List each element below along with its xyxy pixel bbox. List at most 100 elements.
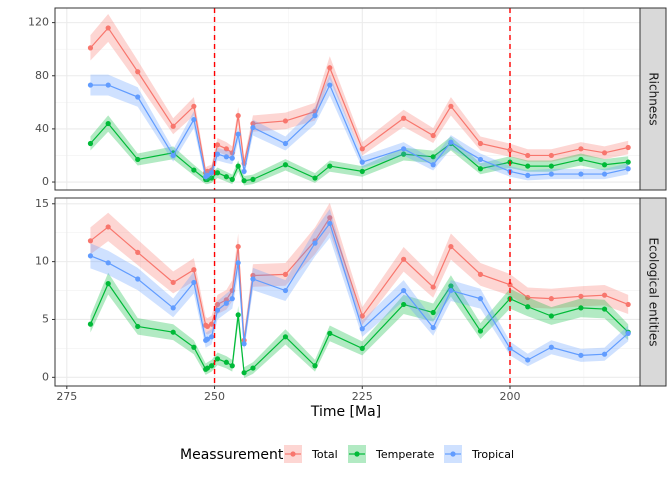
data-point-temperate <box>477 328 484 334</box>
data-point-temperate <box>241 178 247 184</box>
series-total <box>87 14 631 178</box>
data-point-tropical <box>578 171 584 177</box>
data-point-total <box>625 144 631 151</box>
data-point-total <box>135 69 141 75</box>
data-point-temperate <box>430 154 436 160</box>
data-point-tropical <box>601 351 608 357</box>
data-point-temperate <box>401 151 407 157</box>
data-point-temperate <box>223 174 229 180</box>
data-point-tropical <box>208 170 215 176</box>
series-line-temperate <box>89 282 629 374</box>
data-point-tropical <box>401 287 407 294</box>
data-point-total <box>401 115 407 121</box>
data-point-total <box>578 146 584 152</box>
data-point-temperate <box>229 176 235 182</box>
data-point-total <box>235 243 241 250</box>
y-tick-label: 5 <box>42 312 49 325</box>
data-point-total <box>525 152 531 159</box>
data-point-total <box>250 120 256 127</box>
y-tick-label: 0 <box>42 370 49 383</box>
x-tick-label: 275 <box>56 390 77 403</box>
data-point-temperate <box>525 163 531 169</box>
data-point-temperate <box>477 166 484 172</box>
data-point-temperate <box>250 365 256 371</box>
panel-background <box>55 8 640 190</box>
data-point-total <box>214 142 221 148</box>
legend: Meassurement Total Temperate Tropical <box>180 445 514 463</box>
y-tick-label: 40 <box>35 122 49 135</box>
series-line-total <box>90 216 629 341</box>
data-point-total <box>204 323 211 330</box>
data-point-total <box>170 279 176 286</box>
data-point-temperate <box>241 370 247 376</box>
data-point-tropical <box>204 336 211 342</box>
data-point-tropical <box>191 279 197 286</box>
facet-strip-label: Ecological entities <box>647 238 661 347</box>
data-point-temperate <box>401 301 407 308</box>
data-point-total <box>191 267 197 273</box>
legend-label-tropical: Tropical <box>471 448 514 461</box>
data-point-tropical <box>214 151 221 157</box>
data-point-tropical <box>430 324 436 331</box>
data-point-temperate <box>601 306 608 312</box>
x-axis-title: Time [Ma] <box>310 404 381 420</box>
data-point-tropical <box>282 287 289 294</box>
data-point-tropical <box>241 341 247 347</box>
data-point-temperate <box>229 363 235 369</box>
data-point-total <box>87 45 94 51</box>
data-point-temperate <box>214 170 221 176</box>
data-point-tropical <box>401 146 407 152</box>
data-point-tropical <box>105 82 111 88</box>
data-point-tropical <box>235 131 241 137</box>
series-temperate <box>87 272 631 379</box>
data-point-temperate <box>282 162 289 168</box>
data-point-total <box>214 301 221 308</box>
data-point-tropical <box>312 240 318 246</box>
data-point-temperate <box>548 313 554 319</box>
y-tick-label: 120 <box>28 16 49 29</box>
data-point-temperate <box>359 168 365 175</box>
data-point-total <box>359 313 365 319</box>
facet-strip <box>639 7 667 191</box>
data-point-total <box>401 256 407 262</box>
data-point-total <box>477 140 484 147</box>
data-point-tropical <box>625 330 631 336</box>
data-point-tropical <box>250 276 256 282</box>
data-point-tropical <box>229 155 235 161</box>
data-point-total <box>430 284 436 290</box>
facet-strip-label: Richness <box>647 72 661 125</box>
data-point-total <box>448 243 454 250</box>
data-point-temperate <box>312 175 318 181</box>
data-point-tropical <box>548 171 554 177</box>
data-point-temperate <box>327 163 333 169</box>
data-point-tropical <box>327 82 333 88</box>
x-tick-label: 200 <box>500 390 521 403</box>
data-point-tropical <box>204 172 211 178</box>
series-line-tropical <box>90 83 629 178</box>
data-point-total <box>105 25 111 31</box>
data-point-tropical <box>477 156 484 163</box>
data-point-tropical <box>208 334 215 340</box>
data-point-tropical <box>170 152 176 159</box>
data-point-tropical <box>601 171 608 177</box>
data-point-tropical <box>525 357 531 363</box>
data-point-temperate <box>208 363 215 369</box>
series-line-temperate <box>90 122 629 182</box>
data-point-temperate <box>191 344 197 350</box>
data-point-total <box>282 271 289 277</box>
panel-ecological-entities: Ecological entities 0 5 10 15 <box>35 197 667 387</box>
data-point-total <box>87 238 94 244</box>
data-point-total <box>430 132 436 139</box>
data-point-tropical <box>448 139 454 145</box>
data-point-temperate <box>208 175 215 181</box>
confidence-ribbon-total <box>90 14 629 178</box>
data-point-total <box>601 292 608 298</box>
data-point-temperate <box>223 359 229 365</box>
data-point-total <box>601 150 608 156</box>
data-point-temperate <box>578 156 584 163</box>
series-tropical <box>87 209 631 367</box>
data-point-tropical <box>105 260 111 266</box>
data-point-tropical <box>214 307 221 313</box>
facet-strip <box>639 197 667 387</box>
